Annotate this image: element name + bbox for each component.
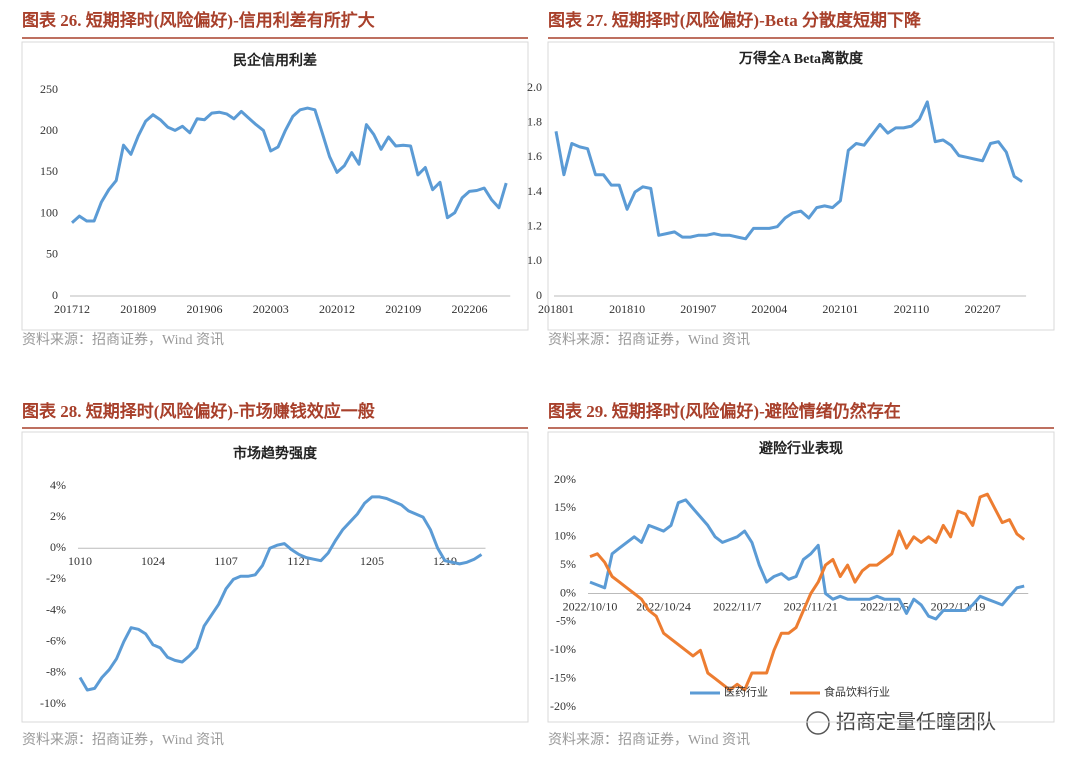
y-tick-label: -5% [556, 614, 576, 628]
y-tick-label: -15% [550, 670, 576, 684]
figure-title: 图表 27. 短期择时(风险偏好)-Beta 分散度短期下降 [548, 10, 922, 30]
x-tick-label: 1010 [68, 554, 92, 568]
source-note: 资料来源：招商证券，Wind 资讯 [548, 332, 750, 348]
y-tick-label: -10% [40, 696, 66, 710]
y-tick-label: -8% [46, 665, 66, 679]
y-tick-label: 50 [46, 247, 58, 261]
y-tick-label: 0% [50, 540, 66, 554]
y-tick-label: 1.0 [527, 253, 542, 267]
line-series [554, 100, 1023, 241]
y-tick-label: 10% [554, 529, 576, 543]
x-tick-label: 202004 [751, 302, 787, 316]
x-tick-label: 1107 [214, 554, 238, 568]
x-tick-label: 1121 [287, 554, 311, 568]
y-tick-label: 0 [536, 288, 542, 302]
y-tick-label: 1.4 [527, 184, 542, 198]
line-series [589, 492, 1026, 692]
chart-frame [21, 41, 529, 331]
y-tick-label: 0 [52, 288, 58, 302]
line-series [78, 495, 483, 692]
chart-panel: 图表 28. 短期择时(风险偏好)-市场赚钱效应一般市场趋势强度资料来源：招商证… [21, 401, 529, 748]
chart-frame [21, 431, 529, 723]
x-tick-label: 201712 [54, 302, 90, 316]
legend-label: 医药行业 [724, 686, 768, 699]
source-note: 资料来源：招商证券，Wind 资讯 [548, 732, 750, 748]
y-tick-label: 1.8 [527, 114, 542, 128]
x-tick-label: 202109 [385, 302, 421, 316]
y-tick-label: 2.0 [527, 80, 542, 94]
x-tick-label: 201810 [609, 302, 645, 316]
y-tick-label: 20% [554, 472, 576, 486]
x-tick-label: 202206 [451, 302, 487, 316]
x-tick-label: 1205 [360, 554, 384, 568]
x-tick-label: 2022/11/7 [713, 599, 761, 613]
x-tick-label: 202003 [253, 302, 289, 316]
x-tick-label: 202110 [894, 302, 930, 316]
y-tick-label: 1.2 [527, 218, 542, 232]
y-tick-label: -2% [46, 571, 66, 585]
y-tick-label: 100 [40, 205, 58, 219]
figure-title: 图表 29. 短期择时(风险偏好)-避险情绪仍然存在 [548, 401, 901, 421]
figure-title: 图表 28. 短期择时(风险偏好)-市场赚钱效应一般 [22, 401, 375, 421]
x-tick-label: 1024 [141, 554, 165, 568]
y-tick-label: 15% [554, 500, 576, 514]
y-tick-label: 5% [560, 557, 576, 571]
chart-title: 万得全A Beta离散度 [738, 50, 864, 67]
chart-title: 民企信用利差 [233, 52, 317, 69]
chart-panel: 图表 29. 短期择时(风险偏好)-避险情绪仍然存在避险行业表现资料来源：招商证… [547, 401, 1055, 748]
y-tick-label: 0% [560, 585, 576, 599]
legend-label: 食品饮料行业 [824, 685, 890, 699]
y-tick-label: -20% [550, 699, 576, 713]
x-tick-label: 2022/12/5 [860, 599, 909, 613]
chart-panel: 图表 26. 短期择时(风险偏好)-信用利差有所扩大民企信用利差资料来源：招商证… [21, 10, 529, 348]
x-tick-label: 2022/10/10 [563, 599, 618, 613]
x-tick-label: 202101 [822, 302, 858, 316]
chart-title: 避险行业表现 [759, 440, 843, 457]
x-tick-label: 2022/11/21 [784, 599, 838, 613]
chart-frame [547, 431, 1055, 723]
x-tick-label: 202012 [319, 302, 355, 316]
x-tick-label: 201907 [680, 302, 716, 316]
y-tick-label: 150 [40, 164, 58, 178]
source-note: 资料来源：招商证券，Wind 资讯 [22, 332, 224, 348]
chart-frame [547, 41, 1055, 331]
wechat-icon [806, 711, 830, 735]
y-tick-label: 1.6 [527, 149, 542, 163]
y-tick-label: 2% [50, 509, 66, 523]
line-series [589, 498, 1025, 621]
source-note: 资料来源：招商证券，Wind 资讯 [22, 732, 224, 748]
y-tick-label: -4% [46, 602, 66, 616]
x-tick-label: 201906 [186, 302, 222, 316]
line-series [71, 106, 508, 224]
y-tick-label: -6% [46, 633, 66, 647]
x-tick-label: 201801 [538, 302, 574, 316]
y-tick-label: 250 [40, 82, 58, 96]
chart-title: 市场趋势强度 [233, 445, 318, 462]
y-tick-label: -10% [550, 642, 576, 656]
y-tick-label: 4% [50, 478, 66, 492]
figure-title: 图表 26. 短期择时(风险偏好)-信用利差有所扩大 [22, 10, 375, 30]
y-tick-label: 200 [40, 123, 58, 137]
x-tick-label: 201809 [120, 302, 156, 316]
x-tick-label: 202207 [965, 302, 1001, 316]
